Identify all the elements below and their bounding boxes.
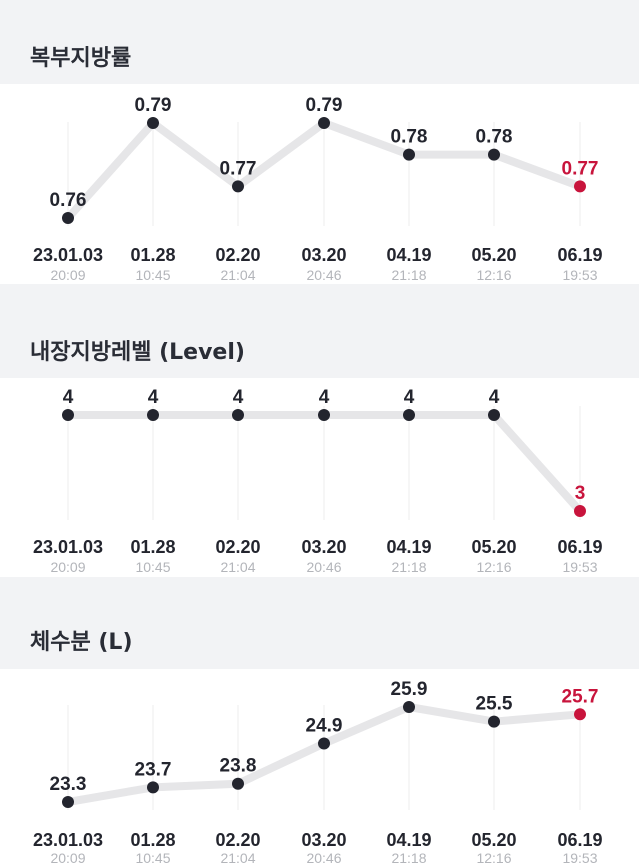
x-tick-time: 10:45 bbox=[135, 559, 170, 575]
data-label: 23.7 bbox=[135, 759, 172, 780]
x-tick-time: 19:53 bbox=[562, 850, 597, 865]
x-tick-time: 19:53 bbox=[562, 559, 597, 575]
abdominal-fat-chart: 0.76 0.79 0.77 0.79 0.78 0.78 0.77 23.01.03 01.2… bbox=[33, 95, 603, 283]
chart-card-abdominal-fat: 0.76 0.79 0.77 0.79 0.78 0.78 0.77 23.01.03 01.2… bbox=[0, 84, 639, 284]
data-point bbox=[318, 737, 330, 750]
x-tick-time: 21:04 bbox=[220, 850, 255, 865]
data-label: 23.8 bbox=[220, 756, 257, 777]
data-label: 0.78 bbox=[391, 127, 428, 148]
x-tick-date: 05.20 bbox=[471, 245, 516, 265]
data-label: 25.9 bbox=[391, 679, 428, 700]
data-label: 4 bbox=[233, 387, 244, 408]
x-tick-date: 06.19 bbox=[557, 537, 602, 557]
x-tick-time: 21:18 bbox=[391, 850, 426, 865]
data-label: 4 bbox=[319, 387, 330, 408]
section-title: 체수분 (L) bbox=[30, 630, 133, 655]
x-tick-time: 21:18 bbox=[391, 267, 426, 283]
data-point bbox=[232, 409, 244, 421]
data-label-latest: 25.7 bbox=[562, 686, 599, 707]
x-tick-date: 01.28 bbox=[130, 245, 175, 265]
data-point bbox=[147, 117, 159, 129]
x-tick-time: 10:45 bbox=[135, 267, 170, 283]
data-point bbox=[232, 777, 244, 790]
x-tick-time: 21:04 bbox=[220, 559, 255, 575]
section-title: 내장지방레벨 (Level) bbox=[30, 340, 245, 365]
x-tick-time: 19:53 bbox=[562, 267, 597, 283]
x-tick-date: 05.20 bbox=[471, 537, 516, 557]
data-point bbox=[318, 409, 330, 421]
x-tick-time: 20:46 bbox=[306, 850, 341, 865]
data-label: 0.77 bbox=[220, 158, 257, 179]
data-label: 0.79 bbox=[306, 95, 343, 116]
data-point bbox=[147, 781, 159, 794]
x-tick-time: 21:04 bbox=[220, 267, 255, 283]
data-label: 23.3 bbox=[50, 774, 87, 795]
section-header-visceral-fat: 내장지방레벨 (Level) bbox=[0, 284, 639, 378]
chart-card-body-water: 23.3 23.7 23.8 24.9 25.9 25.5 25.7 23.01.03 01.2… bbox=[0, 669, 639, 865]
data-point bbox=[147, 409, 159, 421]
x-tick-date: 02.20 bbox=[215, 830, 260, 850]
x-tick-time: 20:46 bbox=[306, 267, 341, 283]
data-point bbox=[403, 701, 415, 713]
data-label: 0.78 bbox=[476, 127, 513, 148]
x-tick-date: 03.20 bbox=[301, 537, 346, 557]
x-tick-date: 04.19 bbox=[386, 245, 431, 265]
data-label: 0.76 bbox=[50, 190, 87, 211]
x-tick-time: 20:09 bbox=[50, 850, 85, 865]
x-tick-date: 06.19 bbox=[557, 830, 602, 850]
data-point bbox=[488, 715, 500, 728]
x-tick-date: 06.19 bbox=[557, 245, 602, 265]
x-tick-date: 23.01.03 bbox=[33, 830, 103, 850]
data-point bbox=[403, 409, 415, 421]
x-tick-date: 01.28 bbox=[130, 830, 175, 850]
data-label-latest: 0.77 bbox=[562, 158, 599, 179]
data-label: 4 bbox=[63, 387, 74, 408]
x-tick-time: 20:09 bbox=[50, 267, 85, 283]
x-tick-date: 23.01.03 bbox=[33, 537, 103, 557]
chart-card-visceral-fat: 4 4 4 4 4 4 3 23.01.03 01.28 02.20 03.20 04.19 05.20… bbox=[0, 378, 639, 577]
data-label: 4 bbox=[404, 387, 415, 408]
data-point bbox=[403, 148, 415, 161]
data-point-latest bbox=[574, 505, 586, 517]
data-point bbox=[62, 409, 74, 421]
x-tick-date: 04.19 bbox=[386, 537, 431, 557]
data-point bbox=[232, 180, 244, 193]
data-point bbox=[488, 148, 500, 161]
data-label: 25.5 bbox=[476, 694, 513, 715]
x-tick-date: 23.01.03 bbox=[33, 245, 103, 265]
data-point bbox=[488, 409, 500, 421]
data-label: 4 bbox=[148, 387, 159, 408]
x-tick-time: 12:16 bbox=[476, 850, 511, 865]
x-tick-time: 20:09 bbox=[50, 559, 85, 575]
visceral-fat-chart: 4 4 4 4 4 4 3 23.01.03 01.28 02.20 03.20 04.19 05.20… bbox=[33, 387, 603, 575]
x-tick-time: 21:18 bbox=[391, 559, 426, 575]
data-point bbox=[318, 117, 330, 129]
x-tick-date: 04.19 bbox=[386, 830, 431, 850]
x-tick-time: 12:16 bbox=[476, 267, 511, 283]
x-tick-time: 20:46 bbox=[306, 559, 341, 575]
data-point bbox=[62, 796, 74, 808]
data-label: 24.9 bbox=[306, 716, 343, 737]
data-point-latest bbox=[574, 180, 586, 193]
x-tick-time: 10:45 bbox=[135, 850, 170, 865]
section-header-abdominal-fat: 복부지방률 bbox=[0, 0, 639, 84]
x-tick-date: 03.20 bbox=[301, 245, 346, 265]
x-tick-date: 01.28 bbox=[130, 537, 175, 557]
body-water-chart: 23.3 23.7 23.8 24.9 25.9 25.5 25.7 23.01.03 01.2… bbox=[33, 679, 603, 865]
data-point bbox=[62, 212, 74, 224]
section-title: 복부지방률 bbox=[30, 46, 132, 71]
x-tick-date: 02.20 bbox=[215, 537, 260, 557]
x-tick-date: 05.20 bbox=[471, 830, 516, 850]
section-header-body-water: 체수분 (L) bbox=[0, 577, 639, 669]
data-label: 0.79 bbox=[135, 95, 172, 116]
data-point-latest bbox=[574, 708, 586, 721]
data-label: 4 bbox=[489, 387, 500, 408]
x-tick-time: 12:16 bbox=[476, 559, 511, 575]
x-tick-date: 03.20 bbox=[301, 830, 346, 850]
data-label-latest: 3 bbox=[575, 483, 586, 504]
x-tick-date: 02.20 bbox=[215, 245, 260, 265]
